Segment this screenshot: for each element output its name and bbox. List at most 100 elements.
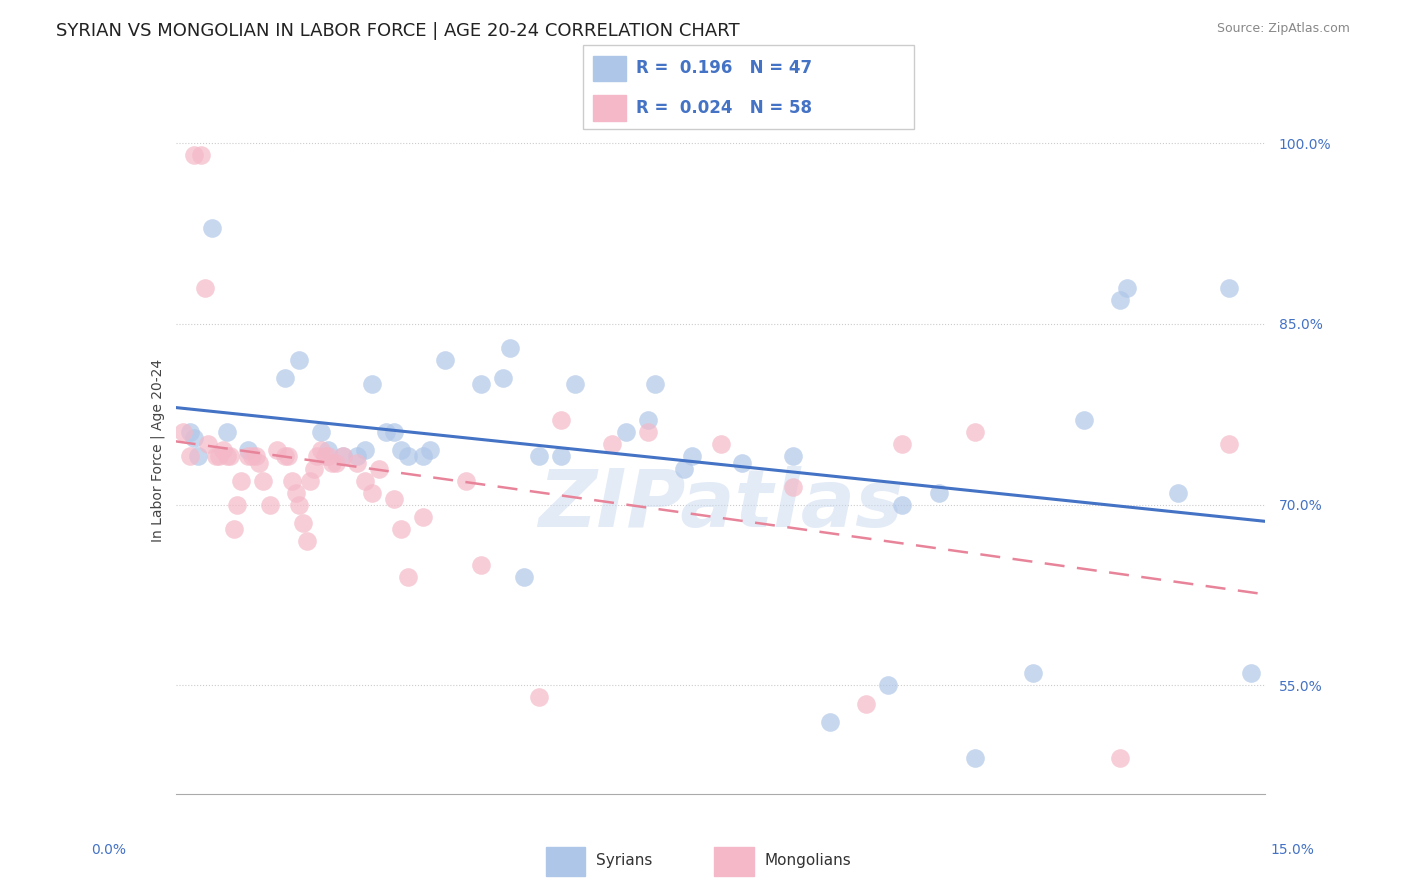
Point	[412, 450, 434, 464]
Point	[314, 450, 336, 464]
Point	[346, 450, 368, 464]
Point	[238, 450, 260, 464]
Point	[321, 456, 343, 470]
Point	[1109, 750, 1132, 764]
Point	[288, 498, 311, 512]
Point	[215, 450, 238, 464]
Point	[375, 425, 398, 440]
Point	[226, 498, 249, 512]
Point	[299, 474, 322, 488]
Point	[1022, 666, 1045, 681]
Bar	[593, 95, 627, 120]
Point	[238, 443, 260, 458]
Point	[891, 437, 914, 451]
Point	[928, 485, 950, 500]
Point	[361, 377, 384, 392]
Point	[332, 450, 354, 464]
Point	[252, 474, 274, 488]
Point	[644, 377, 666, 392]
Point	[325, 456, 347, 470]
Point	[201, 220, 224, 235]
Point	[274, 371, 297, 385]
Point	[259, 498, 281, 512]
Point	[614, 425, 637, 440]
Point	[215, 425, 238, 440]
Point	[277, 450, 299, 464]
Point	[1073, 413, 1095, 427]
Point	[281, 474, 304, 488]
Point	[396, 450, 419, 464]
Text: 0.0%: 0.0%	[91, 843, 127, 857]
Point	[346, 456, 368, 470]
Point	[172, 425, 194, 440]
Point	[302, 461, 325, 475]
Text: R =  0.196   N = 47: R = 0.196 N = 47	[637, 60, 813, 78]
Point	[382, 425, 405, 440]
Bar	[593, 55, 627, 81]
Point	[963, 425, 986, 440]
Point	[891, 498, 914, 512]
Point	[470, 558, 492, 572]
Point	[782, 480, 804, 494]
Point	[600, 437, 623, 451]
Point	[382, 491, 405, 506]
Point	[197, 437, 219, 451]
Point	[527, 450, 550, 464]
Point	[731, 456, 754, 470]
Point	[318, 443, 340, 458]
Point	[1240, 666, 1263, 681]
Point	[284, 485, 307, 500]
Point	[307, 450, 329, 464]
Point	[309, 443, 332, 458]
Point	[550, 413, 572, 427]
Text: R =  0.024   N = 58: R = 0.024 N = 58	[637, 99, 813, 117]
Point	[1109, 293, 1132, 307]
Point	[1167, 485, 1189, 500]
Point	[637, 413, 659, 427]
Point	[550, 450, 572, 464]
Point	[499, 341, 522, 355]
Point	[353, 474, 375, 488]
Point	[204, 450, 226, 464]
Point	[240, 450, 263, 464]
Point	[564, 377, 586, 392]
Point	[194, 281, 217, 295]
Text: Source: ZipAtlas.com: Source: ZipAtlas.com	[1216, 22, 1350, 36]
Point	[412, 509, 434, 524]
Point	[1218, 281, 1240, 295]
Point	[274, 450, 297, 464]
Point	[782, 450, 804, 464]
Point	[419, 443, 441, 458]
Point	[368, 461, 391, 475]
Point	[673, 461, 696, 475]
Text: Mongolians: Mongolians	[765, 854, 852, 868]
Point	[492, 371, 515, 385]
Text: Syrians: Syrians	[596, 854, 652, 868]
Point	[247, 456, 270, 470]
Text: ZIPatlas: ZIPatlas	[538, 467, 903, 544]
Point	[513, 570, 536, 584]
Point	[219, 450, 242, 464]
Point	[190, 148, 212, 162]
Point	[208, 450, 231, 464]
Point	[456, 474, 478, 488]
Point	[332, 450, 354, 464]
Point	[288, 353, 311, 368]
Point	[266, 443, 288, 458]
Point	[1218, 437, 1240, 451]
Point	[963, 750, 986, 764]
Point	[212, 443, 235, 458]
Point	[396, 570, 419, 584]
Point	[291, 516, 314, 530]
Point	[710, 437, 733, 451]
Bar	[546, 847, 585, 876]
Point	[245, 450, 267, 464]
Point	[309, 425, 332, 440]
Point	[186, 450, 209, 464]
Point	[353, 443, 375, 458]
Point	[1116, 281, 1139, 295]
Point	[389, 443, 412, 458]
Point	[183, 148, 205, 162]
Point	[527, 690, 550, 705]
Point	[876, 678, 898, 692]
